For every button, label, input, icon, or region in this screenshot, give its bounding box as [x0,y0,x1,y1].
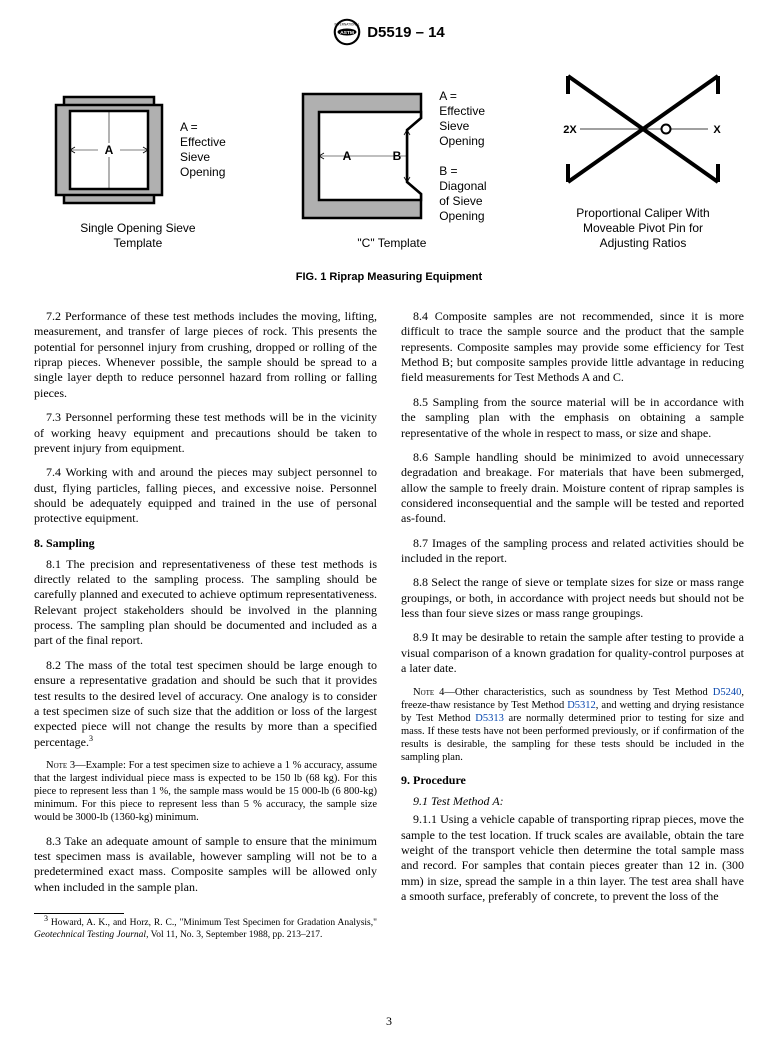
page-header: ASTM INTERNATIONAL D5519 – 14 [34,18,744,46]
figure-1-panel-3: 2X X Proportional Caliper With Moveable … [558,64,728,251]
svg-text:X: X [713,124,721,136]
svg-text:ASTM: ASTM [340,30,354,36]
para-8-2-text: 8.2 The mass of the total test specimen … [34,658,377,749]
proportional-caliper-diagram: 2X X [558,64,728,194]
figure-1-main-caption: FIG. 1 Riprap Measuring Equipment [34,271,744,283]
para-7-3: 7.3 Personnel performing these test meth… [34,410,377,456]
left-column: 7.2 Performance of these test methods in… [34,309,377,942]
footnote-ref-3: 3 [89,734,93,743]
heading-9-1: 9.1 Test Method A: [401,794,744,809]
note-4-label: Note [413,687,434,698]
footnote-3: 3 Howard, A. K., and Horz, R. C., "Minim… [34,918,377,942]
footnote-3-text-b: , Vol 11, No. 3, September 1988, pp. 213… [146,930,322,940]
para-8-2: 8.2 The mass of the total test specimen … [34,658,377,750]
figure-1-label-ab: A = Effective Sieve Opening B = Diagonal… [439,89,486,224]
para-8-5: 8.5 Sampling from the source material wi… [401,395,744,441]
right-column: 8.4 Composite samples are not recommende… [401,309,744,942]
link-d5240[interactable]: D5240 [713,687,742,698]
single-opening-sieve-diagram: A [50,91,168,209]
page-number: 3 [0,1014,778,1029]
svg-text:INTERNATIONAL: INTERNATIONAL [335,23,360,27]
figure-1-caption-1: Single Opening Sieve Template [80,221,195,251]
note-3-label: Note [46,760,67,771]
svg-text:A: A [105,143,114,157]
figure-1-panel-2: A B A = Effective Sieve Opening B = Diag… [297,88,486,251]
note-3: Note 3—Example: For a test specimen size… [34,759,377,825]
heading-9: 9. Procedure [401,773,744,788]
para-8-1: 8.1 The precision and representativeness… [34,557,377,649]
link-d5312[interactable]: D5312 [567,700,596,711]
para-8-4: 8.4 Composite samples are not recommende… [401,309,744,386]
para-7-2: 7.2 Performance of these test methods in… [34,309,377,401]
figure-1-panel-1: A A = Effective Sieve Opening Single Ope… [50,91,226,251]
heading-8: 8. Sampling [34,536,377,551]
footnote-3-journal: Geotechnical Testing Journal [34,930,146,940]
note-3-text: 3—Example: For a test specimen size to a… [34,760,377,824]
svg-text:B: B [393,149,402,163]
note-4-a: 4—Other characteristics, such as soundne… [434,687,713,698]
para-8-3: 8.3 Take an adequate amount of sample to… [34,834,377,895]
para-9-1-1: 9.1.1 Using a vehicle capable of transpo… [401,812,744,904]
para-8-9: 8.9 It may be desirable to retain the sa… [401,630,744,676]
astm-logo-icon: ASTM INTERNATIONAL [333,18,361,46]
link-d5313[interactable]: D5313 [475,713,504,724]
doc-id: D5519 – 14 [367,24,445,41]
footnote-3-text-a: Howard, A. K., and Horz, R. C., "Minimum… [48,918,377,928]
body-columns: 7.2 Performance of these test methods in… [34,309,744,942]
svg-text:A: A [343,149,352,163]
figure-1-caption-3: Proportional Caliper With Moveable Pivot… [576,206,709,251]
svg-text:2X: 2X [563,124,577,136]
para-8-7: 8.7 Images of the sampling process and r… [401,536,744,567]
para-8-8: 8.8 Select the range of sieve or templat… [401,575,744,621]
figure-1-label-a: A = Effective Sieve Opening [180,120,226,180]
figure-1: A A = Effective Sieve Opening Single Ope… [34,64,744,259]
para-7-4: 7.4 Working with and around the pieces m… [34,465,377,526]
figure-1-caption-2: "C" Template [357,236,426,251]
note-4: Note 4—Other characteristics, such as so… [401,686,744,765]
c-template-diagram: A B [297,88,427,224]
para-8-6: 8.6 Sample handling should be minimized … [401,450,744,527]
